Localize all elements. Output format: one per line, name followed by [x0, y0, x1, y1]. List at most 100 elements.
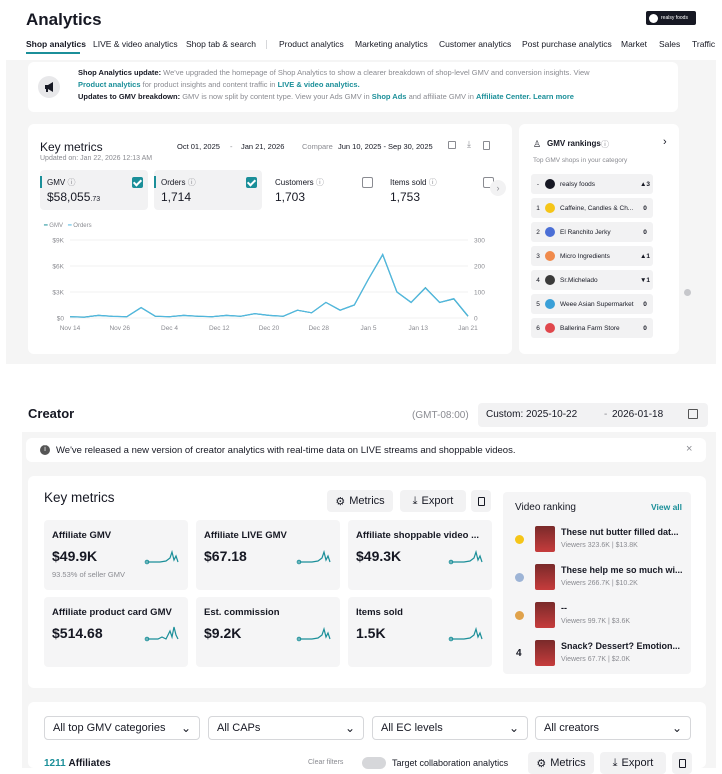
metric-gmv[interactable]: GMV ⓘ $58,055.73 [40, 170, 148, 210]
video-ranking-row[interactable]: These nut butter filled dat... Viewers 32… [511, 524, 687, 556]
clear-filters[interactable]: Clear filters [308, 759, 344, 766]
y-left-tick: $9K [52, 238, 64, 245]
metric-customers[interactable]: Customers ⓘ 1,703 [268, 170, 376, 210]
link-shop-ads[interactable]: Shop Ads [371, 92, 407, 101]
date-end[interactable]: Jan 21, 2026 [241, 142, 285, 151]
target-collab-label: Target collaboration analytics [392, 758, 509, 768]
metric-tile[interactable]: Items sold 1.5K [348, 597, 492, 667]
shop-name: realsy foods [560, 180, 596, 188]
filter-caps[interactable]: All CAPs [208, 716, 364, 740]
calendar-icon[interactable] [688, 409, 698, 419]
edit-icon[interactable] [448, 141, 456, 149]
date-range-picker[interactable]: Custom: 2025-10-22 - 2026-01-18 [478, 403, 708, 427]
metric-items-value: 1,753 [390, 190, 421, 204]
ranking-row[interactable]: 5 Weee Asian Supermarket 0 [531, 294, 653, 314]
close-icon[interactable]: × [686, 443, 693, 455]
tile-sub: 93.53% of seller GMV [52, 570, 125, 579]
video-viewers: Viewers 266.7K [561, 580, 610, 587]
y-right-tick: 200 [474, 264, 485, 271]
shop-logo-icon [545, 203, 555, 213]
scroll-dot[interactable] [684, 289, 691, 296]
shop-logo-icon [545, 251, 555, 261]
target-collab-toggle[interactable] [362, 757, 386, 769]
filter-ec-levels[interactable]: All EC levels [372, 716, 528, 740]
metric-customers-checkbox[interactable] [362, 177, 373, 188]
metric-items-sold[interactable]: Items sold ⓘ 1,753 [383, 170, 494, 210]
ranking-row[interactable]: 1 Caffeine, Candles & Ch... 0 [531, 198, 653, 218]
shop-name: realsy foods [661, 15, 688, 21]
ranking-row[interactable]: 6 Ballerina Farm Store 0 [531, 318, 653, 338]
tile-label: Affiliate LIVE GMV [204, 530, 287, 541]
tile-label: Affiliate product card GMV [52, 607, 172, 618]
tab-shop-analytics[interactable]: Shop analytics [26, 39, 86, 49]
export-button-2[interactable]: ⤓ Export [600, 752, 666, 774]
tab-sales[interactable]: Sales [659, 39, 681, 49]
metric-orders-checkbox[interactable] [246, 177, 257, 188]
tab-market[interactable]: Market [621, 39, 647, 49]
tab-post-purchase[interactable]: Post purchase analytics [522, 39, 612, 49]
tab-traffic[interactable]: Traffic [692, 39, 716, 49]
metrics-next-arrow-icon[interactable]: › [490, 180, 506, 196]
document-icon [477, 496, 485, 506]
rank-number: - [536, 180, 540, 188]
shop-name: Weee Asian Supermarket [560, 300, 634, 308]
metric-gmv-checkbox[interactable] [132, 177, 143, 188]
date-sep: - [230, 142, 233, 151]
tab-marketing-analytics[interactable]: Marketing analytics [355, 39, 428, 49]
chevron-down-icon [509, 721, 519, 735]
metric-tile[interactable]: Affiliate GMV $49.9K 93.53% of seller GMV [44, 520, 188, 590]
affiliates-label: Affiliates [68, 758, 111, 769]
metric-tile[interactable]: Est. commission $9.2K [196, 597, 340, 667]
timezone: (GMT-08:00) [412, 410, 469, 421]
rank-change: 0 [643, 324, 647, 332]
date-start[interactable]: Oct 01, 2025 [177, 142, 220, 151]
y-left-tick: $3K [52, 290, 64, 297]
video-ranking-row[interactable]: 4 Snack? Dessert? Emotion... Viewers 67.7K… [511, 638, 687, 670]
sparkline [448, 549, 483, 565]
document-button[interactable] [471, 490, 491, 512]
date-sep: - [604, 409, 608, 420]
metric-orders[interactable]: Orders ⓘ 1,714 [154, 170, 262, 210]
tab-shop-tab-search[interactable]: Shop tab & search [186, 39, 256, 49]
export-button[interactable]: ⤓ Export [400, 490, 466, 512]
document-icon[interactable] [483, 141, 490, 150]
compare-range[interactable]: Jun 10, 2025 - Sep 30, 2025 [338, 142, 433, 151]
filter-gmv-categories[interactable]: All top GMV categories [44, 716, 200, 740]
video-ranking-row[interactable]: These help me so much wi... Viewers 266.7… [511, 562, 687, 594]
video-viewers: Viewers 99.7K [561, 618, 607, 625]
filter-creators[interactable]: All creators [535, 716, 691, 740]
ranking-row[interactable]: - realsy foods ▲3 [531, 174, 653, 194]
ranking-row[interactable]: 4 Sr.Michelado ▼1 [531, 270, 653, 290]
video-ranking-row[interactable]: -- Viewers 99.7K | $3.6K [511, 600, 687, 632]
tab-live-video[interactable]: LIVE & video analytics [93, 39, 178, 49]
banner-text-3: GMV is now split by content type. View y… [182, 92, 370, 101]
info-icon: ⓘ [67, 178, 76, 187]
notice-text: We've released a new version of creator … [56, 445, 516, 456]
rankings-chevron-icon[interactable]: › [663, 136, 667, 148]
x-tick: Nov 14 [60, 325, 81, 332]
download-icon[interactable]: ⤓ [467, 139, 471, 149]
ranking-row[interactable]: 2 El Ranchito Jerky 0 [531, 222, 653, 242]
link-affiliate-center[interactable]: Affiliate Center. [475, 92, 531, 101]
link-product-analytics[interactable]: Product analytics [78, 80, 141, 89]
metric-tile[interactable]: Affiliate product card GMV $514.68 [44, 597, 188, 667]
metric-tile[interactable]: Affiliate LIVE GMV $67.18 [196, 520, 340, 590]
chart-legend: ━ GMV ━ Orders [44, 223, 92, 229]
ranking-row[interactable]: 3 Micro Ingredients ▲1 [531, 246, 653, 266]
key-metrics-title: Key metrics [40, 140, 103, 154]
tab-customer-analytics[interactable]: Customer analytics [439, 39, 512, 49]
video-thumbnail [535, 526, 555, 552]
link-learn-more[interactable]: Learn more [533, 92, 574, 101]
video-ranking-title: Video ranking [515, 502, 576, 513]
metrics-button[interactable]: ⚙ Metrics [327, 490, 393, 512]
document-button-2[interactable] [672, 752, 692, 774]
metric-gmv-cents: .73 [90, 196, 101, 203]
series-line-gmv [69, 253, 469, 318]
shop-badge[interactable]: realsy foods [646, 11, 696, 25]
tab-product-analytics[interactable]: Product analytics [279, 39, 344, 49]
link-live-video[interactable]: LIVE & video analytics. [277, 80, 360, 89]
metric-tile[interactable]: Affiliate shoppable video ... $49.3K [348, 520, 492, 590]
view-all-link[interactable]: View all [651, 502, 683, 512]
creator-key-metrics-card: Key metrics ⚙ Metrics ⤓ Export Video ranki… [28, 476, 706, 688]
metrics-button-2[interactable]: ⚙ Metrics [528, 752, 594, 774]
